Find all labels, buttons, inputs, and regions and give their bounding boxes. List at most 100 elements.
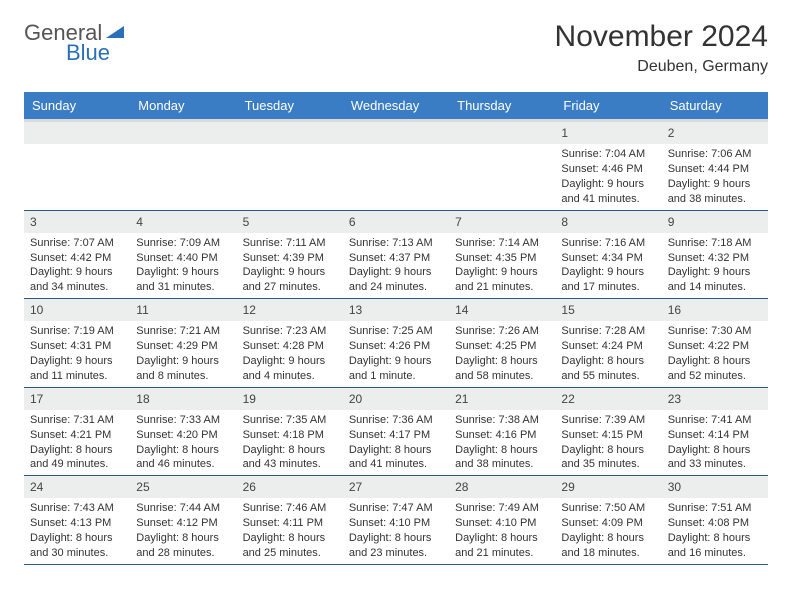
day-number: 24 [24, 476, 130, 498]
daylight-text: Daylight: 9 hours and 34 minutes. [30, 265, 124, 295]
calendar-day-cell: 8Sunrise: 7:16 AMSunset: 4:34 PMDaylight… [555, 210, 661, 299]
calendar-day-cell: 3Sunrise: 7:07 AMSunset: 4:42 PMDaylight… [24, 210, 130, 299]
sunrise-text: Sunrise: 7:26 AM [455, 324, 549, 339]
day-content: Sunrise: 7:35 AMSunset: 4:18 PMDaylight:… [237, 410, 343, 475]
day-number: 4 [130, 211, 236, 233]
month-title: November 2024 [555, 20, 768, 54]
day-header: Thursday [449, 92, 555, 121]
day-header-row: Sunday Monday Tuesday Wednesday Thursday… [24, 92, 768, 121]
day-number: 29 [555, 476, 661, 498]
sunset-text: Sunset: 4:40 PM [136, 251, 230, 266]
sunrise-text: Sunrise: 7:09 AM [136, 236, 230, 251]
sunrise-text: Sunrise: 7:04 AM [561, 147, 655, 162]
sunset-text: Sunset: 4:13 PM [30, 516, 124, 531]
calendar-day-cell: 20Sunrise: 7:36 AMSunset: 4:17 PMDayligh… [343, 387, 449, 476]
calendar-day-cell: 15Sunrise: 7:28 AMSunset: 4:24 PMDayligh… [555, 299, 661, 388]
calendar-day-cell: 7Sunrise: 7:14 AMSunset: 4:35 PMDaylight… [449, 210, 555, 299]
daylight-text: Daylight: 9 hours and 38 minutes. [668, 177, 762, 207]
day-number [237, 122, 343, 144]
sunrise-text: Sunrise: 7:47 AM [349, 501, 443, 516]
calendar-week-row: 10Sunrise: 7:19 AMSunset: 4:31 PMDayligh… [24, 299, 768, 388]
daylight-text: Daylight: 8 hours and 49 minutes. [30, 443, 124, 473]
calendar-day-cell: 6Sunrise: 7:13 AMSunset: 4:37 PMDaylight… [343, 210, 449, 299]
sunset-text: Sunset: 4:37 PM [349, 251, 443, 266]
day-header: Friday [555, 92, 661, 121]
sunset-text: Sunset: 4:11 PM [243, 516, 337, 531]
daylight-text: Daylight: 8 hours and 43 minutes. [243, 443, 337, 473]
daylight-text: Daylight: 8 hours and 41 minutes. [349, 443, 443, 473]
calendar-day-cell: 4Sunrise: 7:09 AMSunset: 4:40 PMDaylight… [130, 210, 236, 299]
day-content: Sunrise: 7:11 AMSunset: 4:39 PMDaylight:… [237, 233, 343, 298]
sunset-text: Sunset: 4:34 PM [561, 251, 655, 266]
day-number: 9 [662, 211, 768, 233]
sunrise-text: Sunrise: 7:36 AM [349, 413, 443, 428]
sunrise-text: Sunrise: 7:06 AM [668, 147, 762, 162]
day-content: Sunrise: 7:16 AMSunset: 4:34 PMDaylight:… [555, 233, 661, 298]
day-content: Sunrise: 7:49 AMSunset: 4:10 PMDaylight:… [449, 498, 555, 563]
daylight-text: Daylight: 8 hours and 16 minutes. [668, 531, 762, 561]
day-content: Sunrise: 7:30 AMSunset: 4:22 PMDaylight:… [662, 321, 768, 386]
day-content: Sunrise: 7:31 AMSunset: 4:21 PMDaylight:… [24, 410, 130, 475]
daylight-text: Daylight: 8 hours and 35 minutes. [561, 443, 655, 473]
sunrise-text: Sunrise: 7:50 AM [561, 501, 655, 516]
sunset-text: Sunset: 4:18 PM [243, 428, 337, 443]
sunset-text: Sunset: 4:46 PM [561, 162, 655, 177]
calendar-day-cell: 16Sunrise: 7:30 AMSunset: 4:22 PMDayligh… [662, 299, 768, 388]
calendar-day-cell [130, 121, 236, 211]
day-header: Sunday [24, 92, 130, 121]
day-number: 2 [662, 122, 768, 144]
day-number: 13 [343, 299, 449, 321]
calendar-day-cell [24, 121, 130, 211]
sunrise-text: Sunrise: 7:51 AM [668, 501, 762, 516]
calendar-day-cell: 12Sunrise: 7:23 AMSunset: 4:28 PMDayligh… [237, 299, 343, 388]
sunset-text: Sunset: 4:20 PM [136, 428, 230, 443]
sunset-text: Sunset: 4:08 PM [668, 516, 762, 531]
sunset-text: Sunset: 4:22 PM [668, 339, 762, 354]
day-content: Sunrise: 7:26 AMSunset: 4:25 PMDaylight:… [449, 321, 555, 386]
sunset-text: Sunset: 4:24 PM [561, 339, 655, 354]
day-number: 17 [24, 388, 130, 410]
day-number: 25 [130, 476, 236, 498]
day-number: 27 [343, 476, 449, 498]
sunset-text: Sunset: 4:26 PM [349, 339, 443, 354]
day-number: 12 [237, 299, 343, 321]
daylight-text: Daylight: 9 hours and 27 minutes. [243, 265, 337, 295]
calendar-day-cell [343, 121, 449, 211]
calendar-day-cell: 19Sunrise: 7:35 AMSunset: 4:18 PMDayligh… [237, 387, 343, 476]
title-block: November 2024 Deuben, Germany [555, 20, 768, 76]
day-content: Sunrise: 7:25 AMSunset: 4:26 PMDaylight:… [343, 321, 449, 386]
sunrise-text: Sunrise: 7:35 AM [243, 413, 337, 428]
daylight-text: Daylight: 8 hours and 25 minutes. [243, 531, 337, 561]
location: Deuben, Germany [555, 58, 768, 76]
daylight-text: Daylight: 9 hours and 11 minutes. [30, 354, 124, 384]
day-content: Sunrise: 7:04 AMSunset: 4:46 PMDaylight:… [555, 144, 661, 209]
sunset-text: Sunset: 4:12 PM [136, 516, 230, 531]
calendar-week-row: 1Sunrise: 7:04 AMSunset: 4:46 PMDaylight… [24, 121, 768, 211]
sunrise-text: Sunrise: 7:19 AM [30, 324, 124, 339]
calendar-day-cell: 13Sunrise: 7:25 AMSunset: 4:26 PMDayligh… [343, 299, 449, 388]
calendar-day-cell: 18Sunrise: 7:33 AMSunset: 4:20 PMDayligh… [130, 387, 236, 476]
calendar-day-cell: 2Sunrise: 7:06 AMSunset: 4:44 PMDaylight… [662, 121, 768, 211]
day-number: 19 [237, 388, 343, 410]
day-number: 30 [662, 476, 768, 498]
daylight-text: Daylight: 8 hours and 52 minutes. [668, 354, 762, 384]
sunset-text: Sunset: 4:15 PM [561, 428, 655, 443]
day-content: Sunrise: 7:14 AMSunset: 4:35 PMDaylight:… [449, 233, 555, 298]
sunset-text: Sunset: 4:39 PM [243, 251, 337, 266]
daylight-text: Daylight: 9 hours and 41 minutes. [561, 177, 655, 207]
day-content: Sunrise: 7:47 AMSunset: 4:10 PMDaylight:… [343, 498, 449, 563]
calendar-day-cell: 22Sunrise: 7:39 AMSunset: 4:15 PMDayligh… [555, 387, 661, 476]
calendar-day-cell: 5Sunrise: 7:11 AMSunset: 4:39 PMDaylight… [237, 210, 343, 299]
sunset-text: Sunset: 4:21 PM [30, 428, 124, 443]
calendar-day-cell: 28Sunrise: 7:49 AMSunset: 4:10 PMDayligh… [449, 476, 555, 565]
sunrise-text: Sunrise: 7:14 AM [455, 236, 549, 251]
day-number: 26 [237, 476, 343, 498]
calendar-day-cell [237, 121, 343, 211]
sunrise-text: Sunrise: 7:21 AM [136, 324, 230, 339]
day-number: 22 [555, 388, 661, 410]
day-content: Sunrise: 7:43 AMSunset: 4:13 PMDaylight:… [24, 498, 130, 563]
calendar-day-cell: 17Sunrise: 7:31 AMSunset: 4:21 PMDayligh… [24, 387, 130, 476]
header: General Blue November 2024 Deuben, Germa… [24, 20, 768, 76]
sunset-text: Sunset: 4:09 PM [561, 516, 655, 531]
sunrise-text: Sunrise: 7:25 AM [349, 324, 443, 339]
